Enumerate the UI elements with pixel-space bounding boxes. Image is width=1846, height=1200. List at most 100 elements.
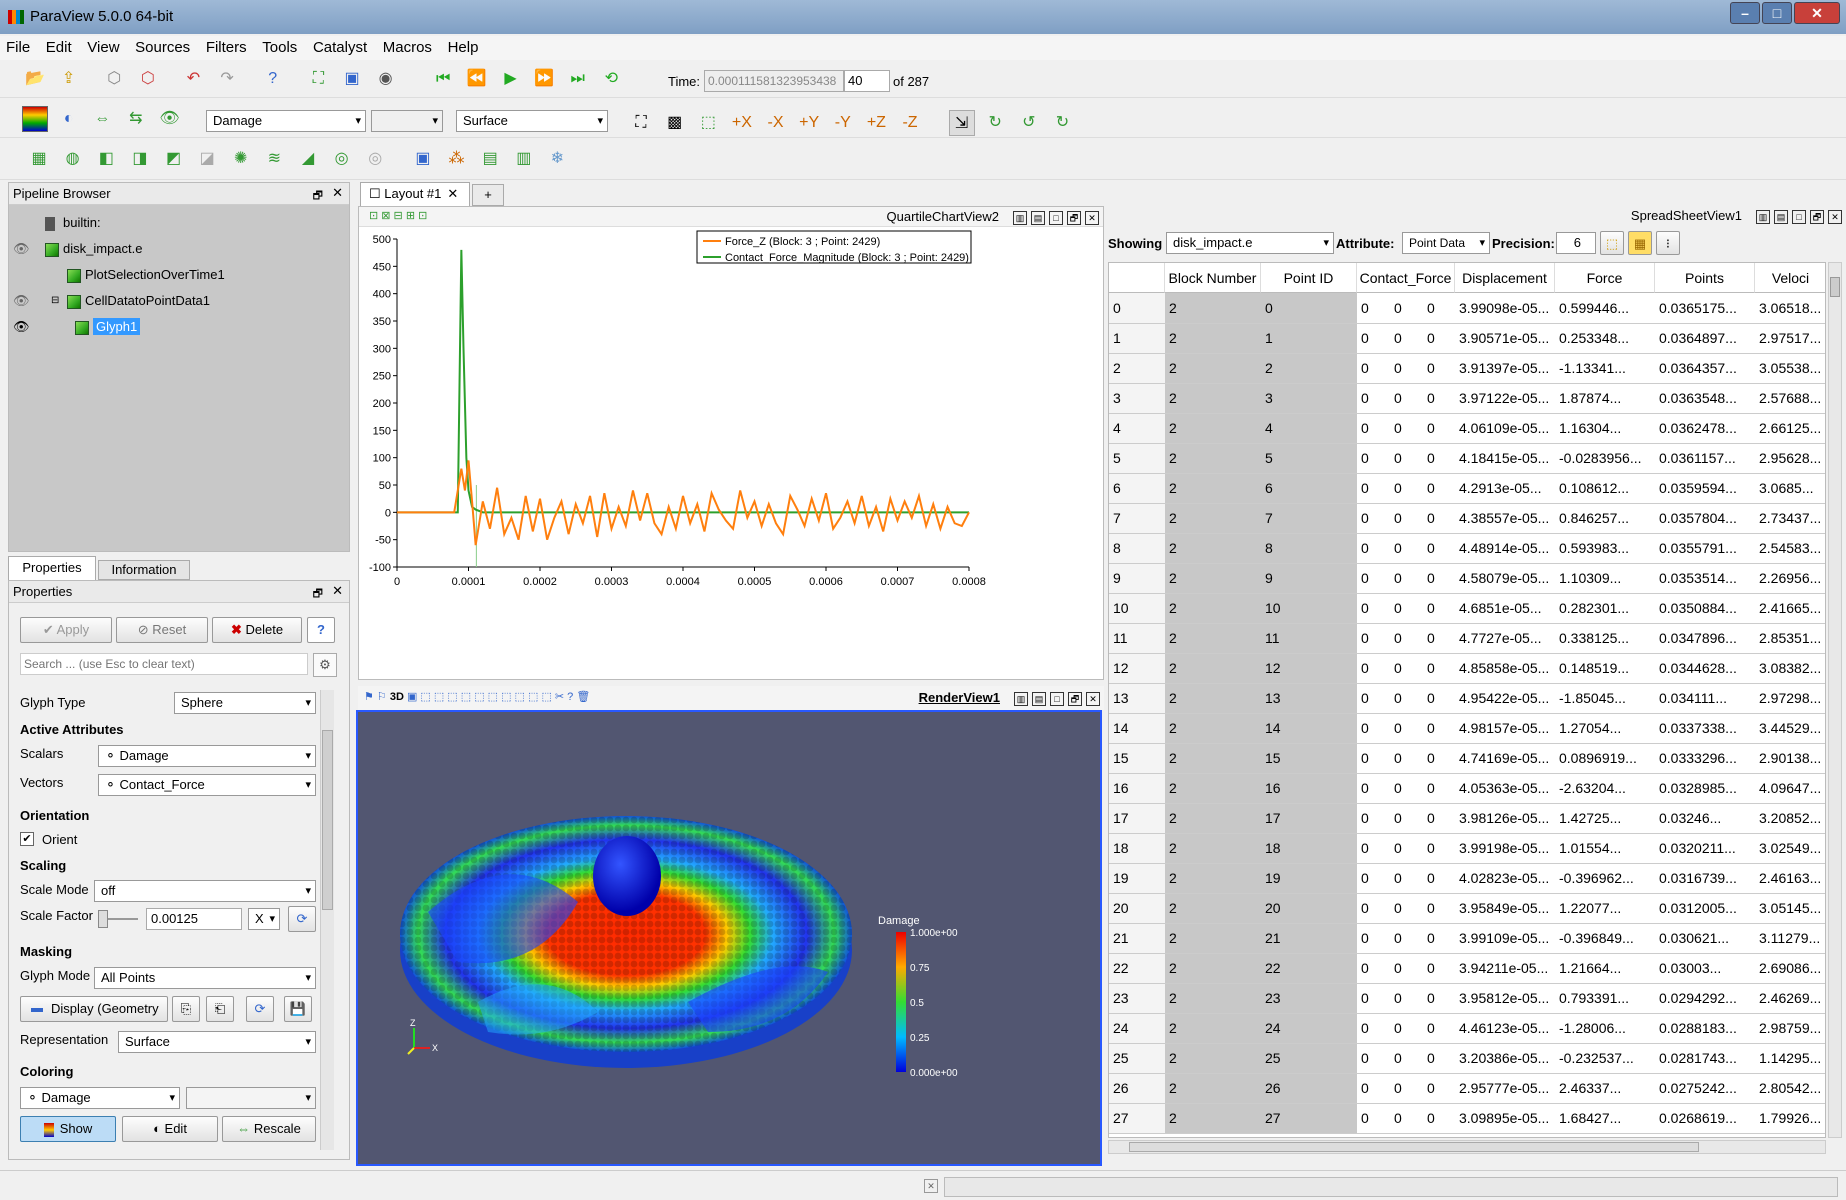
table-cell[interactable]: 0.0359594... xyxy=(1655,473,1755,504)
find-data-icon[interactable]: ⛶ xyxy=(312,70,324,87)
table-cell[interactable]: 4.7727e-05... xyxy=(1455,623,1555,654)
zoom-to-data-icon[interactable]: ▩ xyxy=(667,114,683,131)
table-cell[interactable]: 0.0288183... xyxy=(1655,1013,1755,1044)
table-cell[interactable]: 2 xyxy=(1165,293,1261,324)
warp-vector-icon[interactable]: ◢ xyxy=(301,150,315,167)
screenshot-icon[interactable]: ▣ xyxy=(344,70,360,87)
table-cell[interactable]: 0 xyxy=(1390,833,1423,864)
table-cell[interactable]: 1.01554... xyxy=(1555,833,1655,864)
table-row[interactable]: 24 2 24 0 0 0 4.46123e-05... -1.28006... 0.02881… xyxy=(1109,1013,1825,1044)
interaction-mode-icon[interactable]: ⇲ xyxy=(948,110,975,136)
table-cell[interactable]: 0 xyxy=(1357,503,1390,534)
table-cell[interactable]: 10 xyxy=(1261,593,1357,624)
table-row[interactable]: 22 2 22 0 0 0 3.94211e-05... 1.21664... 0.03003.… xyxy=(1109,953,1825,984)
orient-checkbox[interactable]: ✔ xyxy=(20,832,34,846)
eye-icon[interactable]: 👁 xyxy=(13,319,30,334)
table-cell[interactable]: 2 xyxy=(1165,683,1261,714)
undo-icon[interactable]: ↶ xyxy=(186,70,201,87)
table-cell[interactable]: 0 xyxy=(1423,413,1455,444)
table-cell[interactable]: -2.63204... xyxy=(1555,773,1655,804)
row-header-cell[interactable]: 8 xyxy=(1109,533,1165,564)
table-cell[interactable]: 0 xyxy=(1423,353,1455,384)
pipeline-item-plot-selection[interactable]: PlotSelectionOverTime1 xyxy=(67,265,225,285)
table-cell[interactable]: 8 xyxy=(1261,533,1357,564)
table-cell[interactable]: 6 xyxy=(1261,473,1357,504)
set-view-x-plus-icon[interactable]: +X xyxy=(731,114,752,131)
table-cell[interactable]: 2 xyxy=(1165,833,1261,864)
spreadsheet-table[interactable]: Block Number Point ID Contact_Force Disp… xyxy=(1108,262,1826,1138)
component-combo[interactable] xyxy=(371,110,443,132)
table-cell[interactable]: 0 xyxy=(1423,323,1455,354)
table-cell[interactable]: 0 xyxy=(1423,1073,1455,1104)
table-cell[interactable]: 3.95812e-05... xyxy=(1455,983,1555,1014)
table-cell[interactable]: 3.05145... xyxy=(1755,893,1825,924)
undock-icon[interactable]: 🗗 xyxy=(312,190,323,202)
connect-icon[interactable]: ⬡ xyxy=(107,70,122,87)
table-cell[interactable]: 0 xyxy=(1423,923,1455,954)
table-cell[interactable]: 0 xyxy=(1357,563,1390,594)
table-cell[interactable]: 2 xyxy=(1165,563,1261,594)
table-cell[interactable]: 4.6851e-05... xyxy=(1455,593,1555,624)
table-cell[interactable]: 0 xyxy=(1423,983,1455,1014)
maximize-button[interactable]: □ xyxy=(1762,2,1792,24)
table-cell[interactable]: 2 xyxy=(1165,1043,1261,1074)
table-cell[interactable]: 0 xyxy=(1390,863,1423,894)
table-cell[interactable]: 0 xyxy=(1357,683,1390,714)
split-vertical-icon[interactable]: ▤ xyxy=(1774,209,1788,224)
table-cell[interactable]: 2 xyxy=(1165,983,1261,1014)
table-cell[interactable]: 16 xyxy=(1261,773,1357,804)
row-header-cell[interactable]: 10 xyxy=(1109,593,1165,624)
table-cell[interactable]: 2.46269... xyxy=(1755,983,1825,1014)
pipeline-item-cell-to-point[interactable]: CellDatatoPointData1 xyxy=(67,291,210,311)
table-cell[interactable]: 18 xyxy=(1261,833,1357,864)
table-cell[interactable]: 1.68427... xyxy=(1555,1103,1655,1134)
cancel-progress-icon[interactable]: ✕ xyxy=(924,1179,938,1193)
table-row[interactable]: 10 2 10 0 0 0 4.6851e-05... 0.282301... 0.035088… xyxy=(1109,593,1825,624)
row-header-cell[interactable]: 12 xyxy=(1109,653,1165,684)
table-cell[interactable]: 3.99198e-05... xyxy=(1455,833,1555,864)
table-cell[interactable]: 0 xyxy=(1357,833,1390,864)
scrollbar-thumb[interactable] xyxy=(1830,277,1840,297)
split-horizontal-icon[interactable]: ▥ xyxy=(1013,210,1027,225)
set-view-x-minus-icon[interactable]: -X xyxy=(767,114,784,131)
table-cell[interactable]: 0 xyxy=(1357,773,1390,804)
close-view-icon[interactable]: ✕ xyxy=(1085,210,1099,225)
properties-scrollbar-thumb[interactable] xyxy=(322,730,333,910)
table-row[interactable]: 21 2 21 0 0 0 3.99109e-05... -0.396849... 0.0306… xyxy=(1109,923,1825,954)
table-cell[interactable]: 2 xyxy=(1165,473,1261,504)
table-cell[interactable]: 0 xyxy=(1357,473,1390,504)
table-row[interactable]: 7 2 7 0 0 0 4.38557e-05... 0.846257... 0.0357804… xyxy=(1109,503,1825,534)
precision-spinbox[interactable]: 6 xyxy=(1556,232,1596,254)
table-cell[interactable]: 0 xyxy=(1357,653,1390,684)
table-cell[interactable]: 1.79926... xyxy=(1755,1103,1825,1134)
table-cell[interactable]: 3.91397e-05... xyxy=(1455,353,1555,384)
table-cell[interactable]: 3.08382... xyxy=(1755,653,1825,684)
table-row[interactable]: 4 2 4 0 0 0 4.06109e-05... 1.16304... 0.0362478.… xyxy=(1109,413,1825,444)
tab-properties[interactable]: Properties xyxy=(8,556,96,580)
table-cell[interactable]: 0.0353514... xyxy=(1655,563,1755,594)
first-frame-icon[interactable]: ⏮ xyxy=(436,70,451,87)
row-header-cell[interactable]: 15 xyxy=(1109,743,1165,774)
table-cell[interactable]: 22 xyxy=(1261,953,1357,984)
table-row[interactable]: 15 2 15 0 0 0 4.74169e-05... 0.0896919... 0.0333… xyxy=(1109,743,1825,774)
table-cell[interactable]: 25 xyxy=(1261,1043,1357,1074)
attribute-combo[interactable]: Point Data xyxy=(1402,232,1490,254)
table-cell[interactable]: 0 xyxy=(1357,983,1390,1014)
row-header-cell[interactable]: 26 xyxy=(1109,1073,1165,1104)
table-cell[interactable]: 0 xyxy=(1390,413,1423,444)
table-row[interactable]: 6 2 6 0 0 0 4.2913e-05... 0.108612... 0.0359594.… xyxy=(1109,473,1825,504)
table-cell[interactable]: 0 xyxy=(1357,713,1390,744)
table-cell[interactable]: 3.0685... xyxy=(1755,473,1825,504)
table-cell[interactable]: 0.282301... xyxy=(1555,593,1655,624)
table-cell[interactable]: 2 xyxy=(1165,413,1261,444)
split-horizontal-icon[interactable]: ▥ xyxy=(1756,209,1770,224)
table-cell[interactable]: 2 xyxy=(1165,1103,1261,1134)
table-cell[interactable]: 0 xyxy=(1423,1103,1455,1134)
render-tool-icons[interactable]: ⚑ ⚐ 3D ▣ ⬚ ⬚ ⬚ ⬚ ⬚ ⬚ ⬚ ⬚ ⬚ ⬚ ✂ ? 🗑 xyxy=(364,691,591,703)
table-cell[interactable]: 7 xyxy=(1261,503,1357,534)
rotate-center-icon[interactable]: ↻ xyxy=(1055,114,1070,131)
help-button[interactable]: ? xyxy=(307,617,335,643)
column-header[interactable]: Point ID xyxy=(1261,263,1357,293)
table-row[interactable]: 3 2 3 0 0 0 3.97122e-05... 1.87874... 0.0363548.… xyxy=(1109,383,1825,414)
